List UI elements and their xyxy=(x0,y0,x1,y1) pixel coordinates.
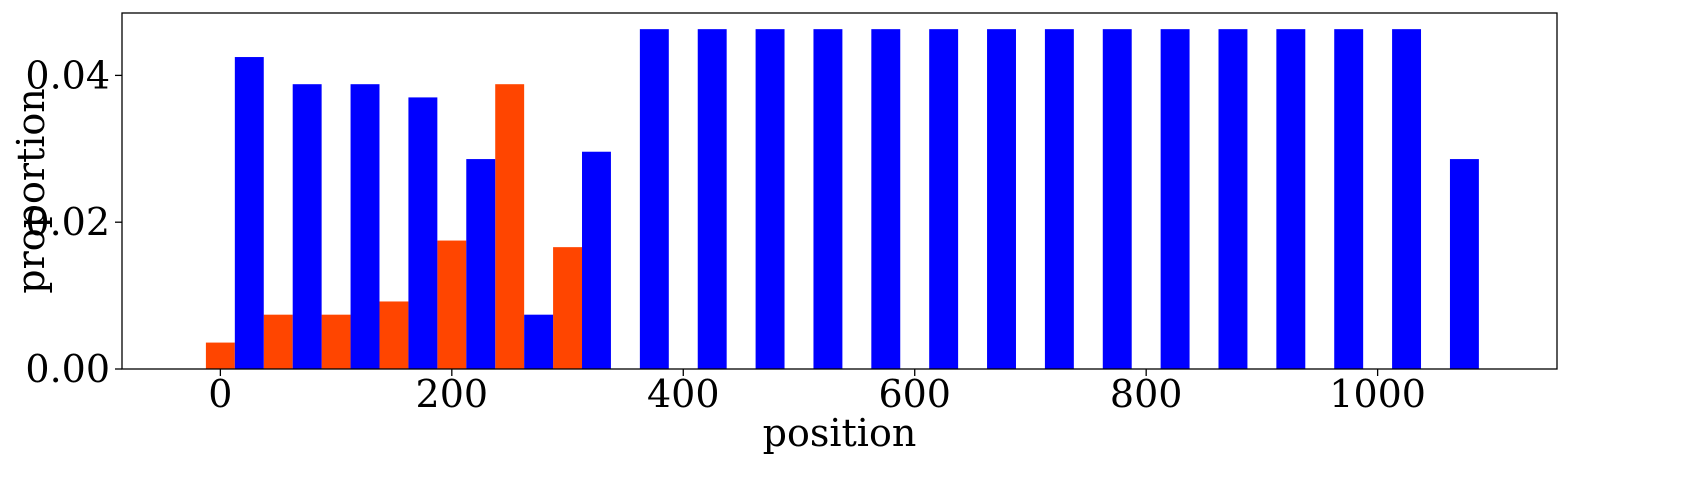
x-tick-label-3: 600 xyxy=(878,372,951,416)
bar-series-2-14 xyxy=(1044,29,1074,370)
bar-series-2-21 xyxy=(1449,159,1479,369)
bar-series-1-4 xyxy=(437,240,467,369)
bar-series-1-1 xyxy=(263,314,293,369)
bar-series-1-2 xyxy=(321,314,351,369)
x-tick-label-1: 200 xyxy=(416,372,489,416)
bar-series-2-5 xyxy=(524,314,554,369)
x-axis-ticks: 0 200 400 600 800 1000 xyxy=(208,369,1426,416)
bar-series-2-7 xyxy=(639,29,669,370)
bar-series-2-18 xyxy=(1276,29,1306,370)
bar-series-2-0 xyxy=(234,57,264,369)
x-axis-label: position xyxy=(763,411,917,455)
bar-series-1-0 xyxy=(205,342,235,369)
y-axis-ticks: 0.00 0.02 0.04 xyxy=(25,53,122,391)
plot-frame xyxy=(121,12,1558,370)
bar-series-2-13 xyxy=(987,29,1016,370)
bar-series-1-5 xyxy=(495,84,525,369)
y-tick-label-1: 0.02 xyxy=(25,200,110,244)
y-tick-label-2: 0.04 xyxy=(25,53,110,97)
bar-series-2-6 xyxy=(582,151,611,369)
y-axis-label: proportion xyxy=(9,88,53,294)
x-tick-label-0: 0 xyxy=(208,372,232,416)
bar-series-1-6 xyxy=(553,247,583,369)
x-tick-label-5: 1000 xyxy=(1329,372,1426,416)
bars-group xyxy=(205,29,1479,370)
bar-series-2-3 xyxy=(408,97,438,369)
bar-series-2-9 xyxy=(755,29,785,370)
bar-series-2-11 xyxy=(871,29,901,370)
bar-series-2-16 xyxy=(1160,29,1190,370)
bar-series-2-20 xyxy=(1392,29,1422,370)
bar-series-2-12 xyxy=(929,29,959,370)
bar-series-2-4 xyxy=(466,159,496,369)
bar-series-2-1 xyxy=(292,84,322,369)
bar-series-2-8 xyxy=(697,29,727,370)
x-tick-label-2: 400 xyxy=(647,372,720,416)
bar-series-2-2 xyxy=(350,84,380,369)
bar-series-2-10 xyxy=(813,29,843,370)
bar-series-2-15 xyxy=(1102,29,1132,370)
bar-series-2-17 xyxy=(1218,29,1248,370)
y-tick-label-0: 0.00 xyxy=(25,347,110,391)
bar-series-1-3 xyxy=(379,301,409,369)
x-tick-label-4: 800 xyxy=(1110,372,1183,416)
bar-series-2-19 xyxy=(1334,29,1364,370)
